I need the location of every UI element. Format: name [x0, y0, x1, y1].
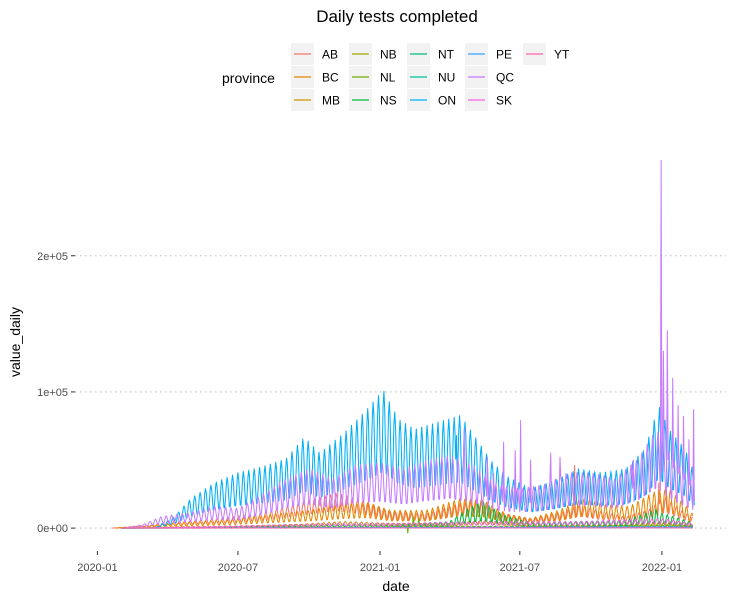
x-axis: 2020-01 2020-07 2021-01 2021-07 2022-01: [77, 551, 682, 574]
x-axis-title: date: [382, 578, 409, 594]
chart-title: Daily tests completed: [316, 7, 478, 26]
x-tick-label: 2021-01: [360, 562, 400, 574]
series-line-sk: [121, 518, 693, 529]
series-line-qc: [124, 159, 695, 529]
legend-label-nt: NT: [438, 48, 455, 62]
y-tick-label: 1e+05: [37, 387, 68, 399]
y-tick-label: 0e+00: [37, 523, 68, 535]
legend-label-nu: NU: [438, 71, 455, 85]
legend-label-ab: AB: [322, 48, 338, 62]
y-axis: 0e+00 1e+05 2e+05: [37, 251, 75, 535]
legend-label-sk: SK: [496, 94, 512, 108]
x-tick-label: 2021-07: [500, 562, 540, 574]
legend-label-nb: NB: [380, 48, 397, 62]
series-line-bc: [115, 489, 694, 529]
y-tick-label: 2e+05: [37, 251, 68, 263]
x-tick-label: 2020-07: [218, 562, 258, 574]
legend-label-ns: NS: [380, 94, 397, 108]
y-axis-title: value_daily: [7, 307, 23, 377]
legend-label-on: ON: [438, 94, 456, 108]
legend-label-mb: MB: [322, 94, 340, 108]
x-tick-label: 2020-01: [77, 562, 117, 574]
legend-label-qc: QC: [496, 71, 514, 85]
legend-label-nl: NL: [380, 71, 396, 85]
series-group: [112, 159, 695, 534]
series-line-on: [154, 390, 695, 529]
legend-label-yt: YT: [554, 48, 570, 62]
x-tick-label: 2022-01: [642, 562, 682, 574]
legend-label-bc: BC: [322, 71, 339, 85]
legend-title: province: [222, 70, 275, 86]
legend-label-pe: PE: [496, 48, 512, 62]
legend: province AB BC MB NB NL NS NT NU ON PE QC SK YT: [222, 43, 570, 111]
